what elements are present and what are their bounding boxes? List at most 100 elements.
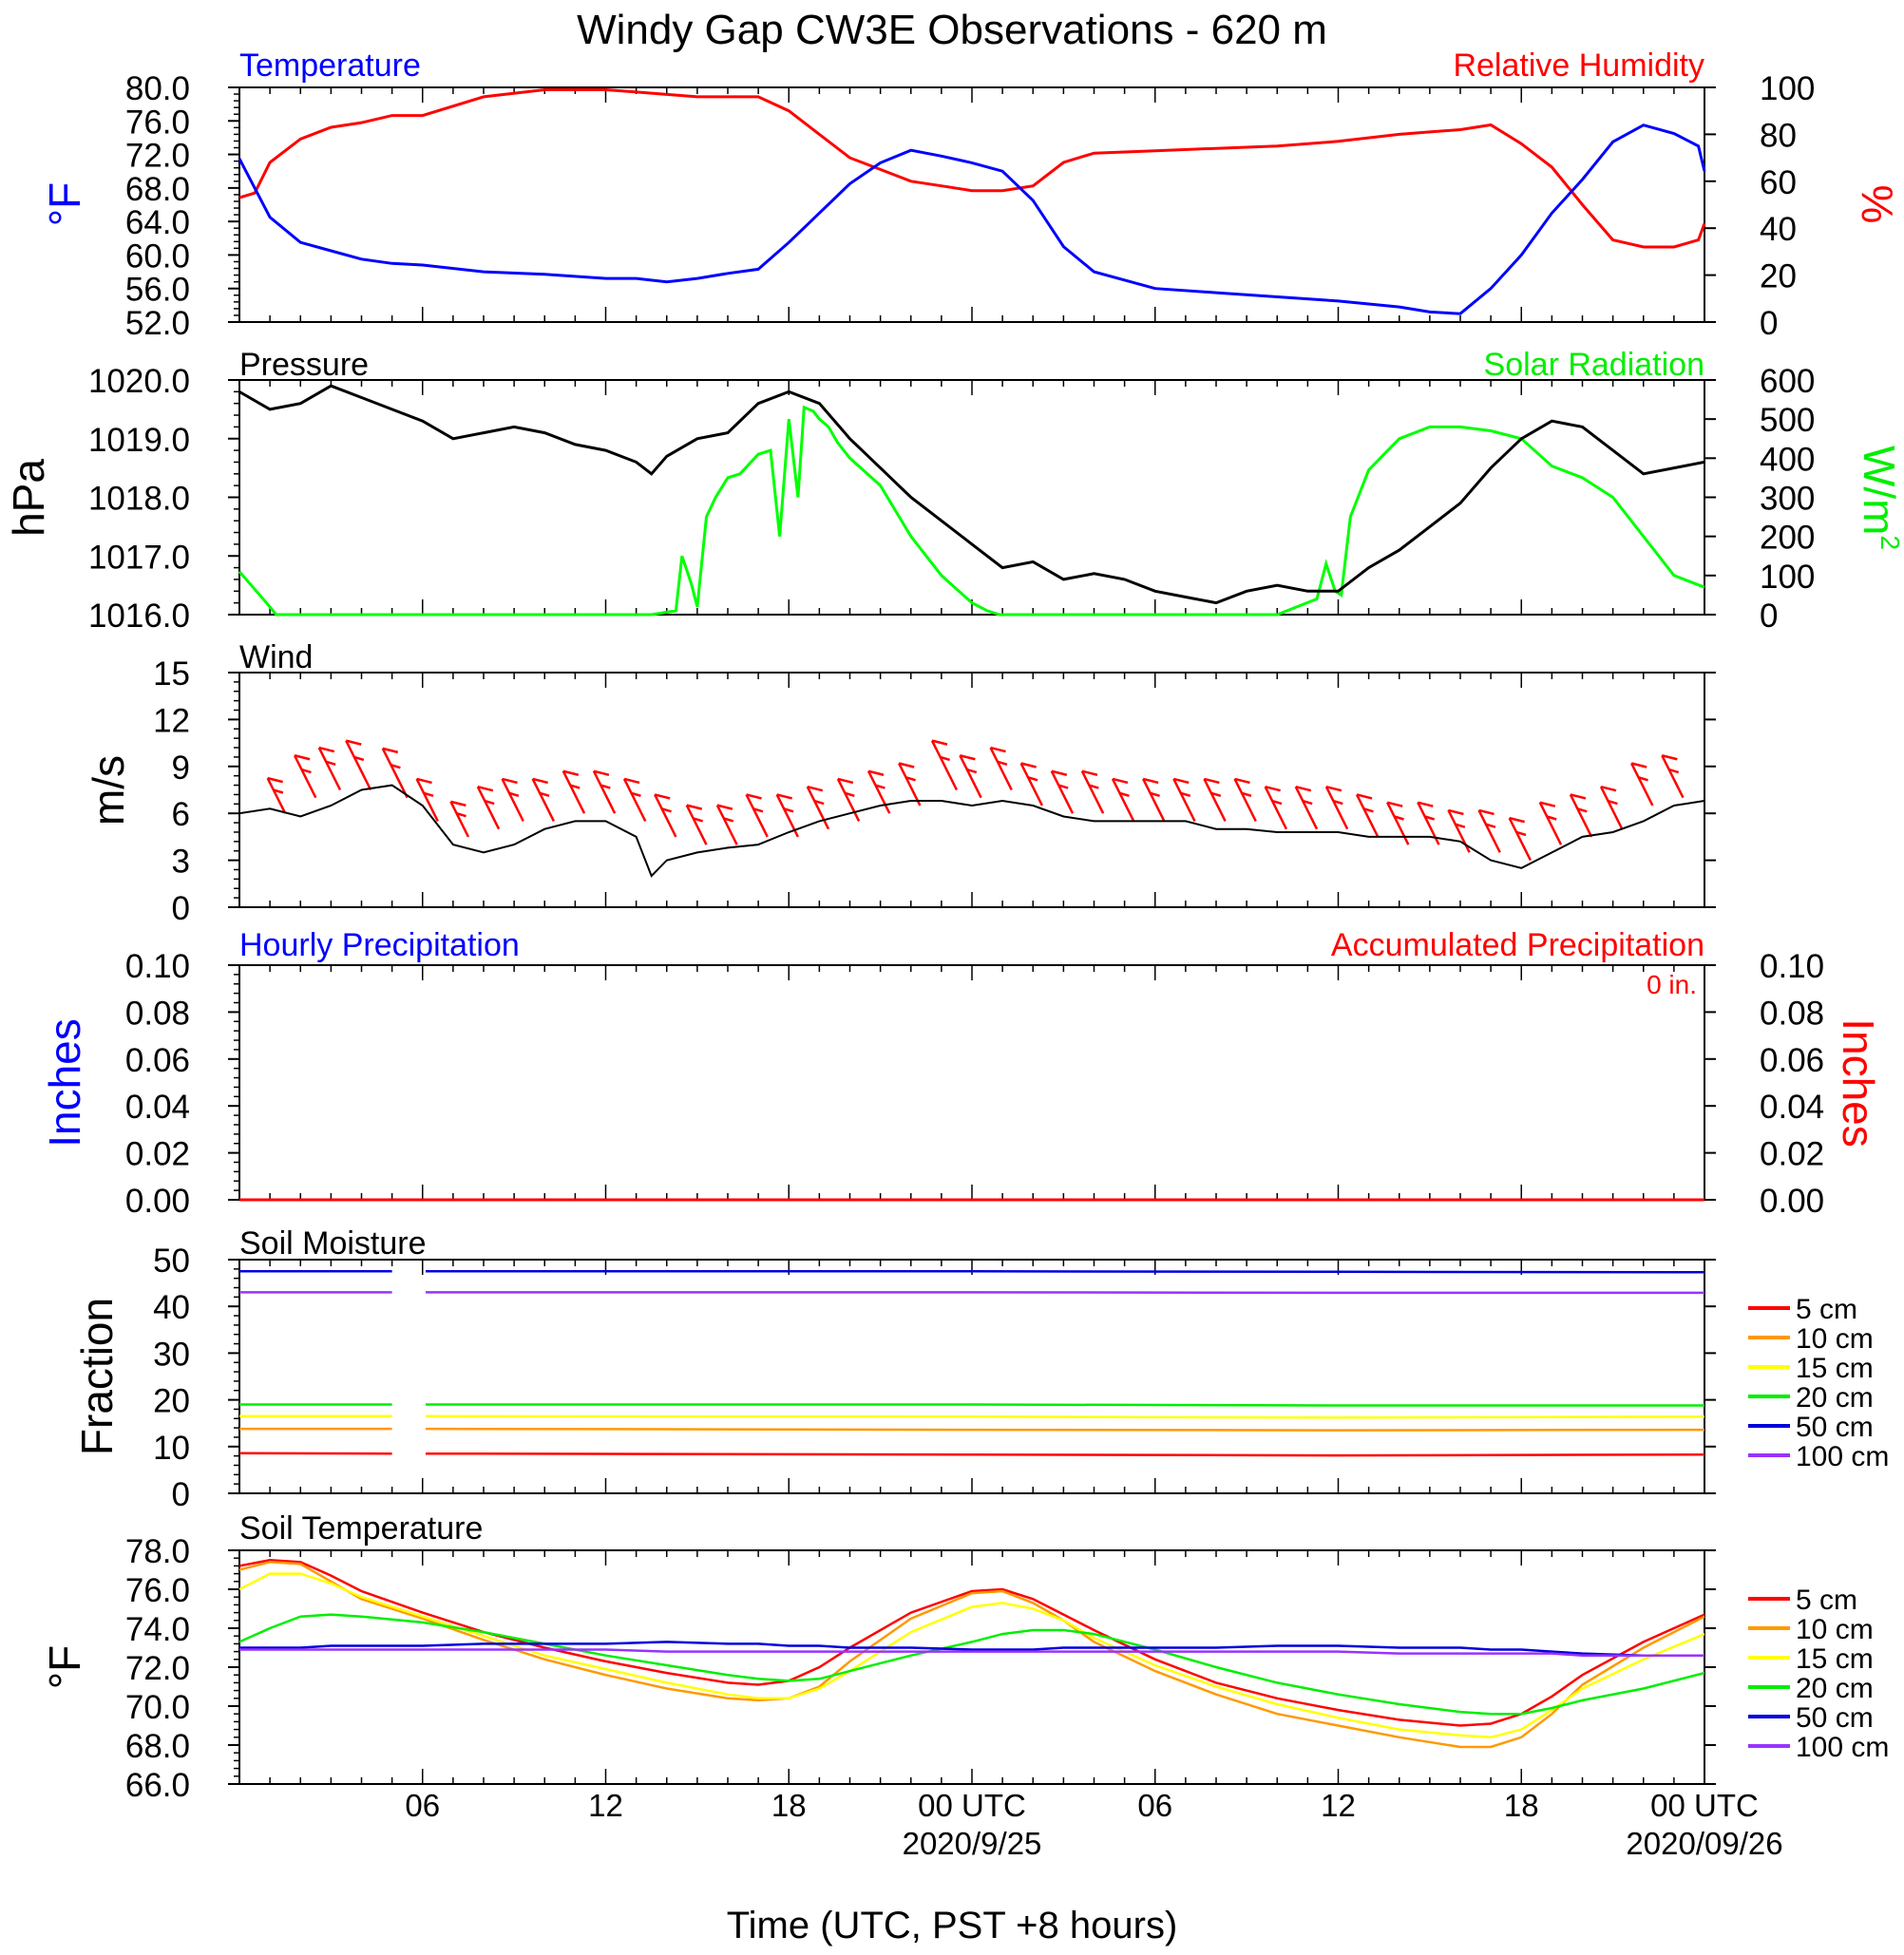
y-tick-label-right: 500: [1760, 402, 1815, 439]
wind-barb: [1630, 762, 1654, 807]
wind-barb: [1294, 785, 1319, 830]
legend-label: 5 cm: [1796, 1585, 1857, 1616]
y-tick-label-left: 66.0: [125, 1767, 190, 1804]
y-tick-label-right: 0.10: [1760, 948, 1824, 985]
y-tick-label-left: 1016.0: [88, 598, 190, 635]
y-tick-label-left: 78.0: [125, 1533, 190, 1570]
y-tick-label-left: 50: [153, 1243, 190, 1280]
wind-barb: [930, 739, 959, 791]
y-tick-label-left: 6: [172, 796, 190, 833]
wind-barb: [622, 777, 647, 822]
soil-moisture-line: [425, 1414, 1705, 1419]
pressure-solar-panel: Pressure Solar Radiation hPa W/m2 1020.0…: [4, 347, 1904, 635]
soil-moisture-line: [425, 1427, 1705, 1432]
y-tick-label-left: 0.06: [125, 1042, 190, 1079]
soil-moisture-axis-label: Fraction: [72, 1298, 122, 1455]
legend-label: 100 cm: [1796, 1441, 1889, 1472]
legend-label: 15 cm: [1796, 1353, 1874, 1384]
wind-barb: [685, 804, 708, 845]
wind-barb: [266, 776, 287, 814]
hourly-precip-axis-label: Inches: [40, 1018, 89, 1148]
legend-label: 20 cm: [1796, 1673, 1874, 1704]
y-tick-label-right: 60: [1760, 164, 1797, 201]
y-tick-label-right: 600: [1760, 363, 1815, 400]
y-tick-label-right: 20: [1760, 258, 1797, 295]
humidity-line: [238, 88, 1706, 249]
legend-label: 15 cm: [1796, 1643, 1874, 1675]
wind-barb: [449, 800, 470, 838]
hourly-precip-title: Hourly Precipitation: [239, 927, 520, 963]
wind-barb: [745, 793, 769, 838]
wind-axis-label: m/s: [84, 755, 133, 826]
plot-frame: [238, 86, 1705, 323]
y-tick-label-right: 0.00: [1760, 1183, 1824, 1220]
y-tick-label-left: 80.0: [125, 70, 190, 107]
legend-label: 100 cm: [1796, 1732, 1889, 1763]
y-tick-label-left: 9: [172, 750, 190, 787]
wind-barb: [531, 777, 556, 822]
y-tick-label-left: 0.04: [125, 1089, 190, 1126]
temperature-title: Temperature: [239, 47, 421, 84]
y-tick-label-left: 20: [153, 1383, 190, 1420]
y-tick-label-left: 68.0: [125, 1728, 190, 1765]
soil-temperature-line: [238, 1559, 1705, 1727]
x-tick-label: 12: [588, 1788, 623, 1823]
wind-barb: [715, 804, 738, 845]
x-tick-label: 06: [405, 1788, 440, 1823]
y-tick-label-left: 3: [172, 844, 190, 881]
y-tick-label-left: 68.0: [125, 171, 190, 208]
y-tick-label-left: 12: [153, 702, 190, 739]
y-tick-label-right: 0: [1760, 305, 1778, 342]
accum-precip-axis-label: Inches: [1834, 1018, 1883, 1148]
legend-label: 20 cm: [1796, 1382, 1874, 1414]
solar-axis-label: W/m2: [1855, 446, 1904, 550]
y-tick-label-left: 0: [172, 890, 190, 927]
wind-barb: [415, 777, 439, 822]
plot-frame: [238, 379, 1705, 616]
x-tick-label: 00 UTC: [918, 1788, 1026, 1823]
y-tick-label-left: 10: [153, 1430, 190, 1467]
x-tick-label: 00 UTC: [1650, 1788, 1759, 1823]
soil-moisture-line: [238, 1452, 392, 1455]
soil-moisture-line: [426, 1291, 1704, 1295]
y-tick-label-left: 70.0: [125, 1689, 190, 1726]
y-tick-label-right: 80: [1760, 117, 1797, 154]
soil-moisture-title: Soil Moisture: [239, 1225, 427, 1262]
soil-moisture-line: [426, 1270, 1705, 1274]
y-tick-label-right: 400: [1760, 441, 1815, 478]
y-tick-label-left: 0.02: [125, 1136, 190, 1173]
soil-temperature-line: [239, 1641, 1704, 1657]
wind-barb: [989, 746, 1013, 791]
y-tick-label-right: 0: [1760, 598, 1778, 635]
humidity-axis-label: %: [1853, 185, 1902, 224]
wind-barb: [806, 785, 830, 830]
soil-temperature-line: [239, 1648, 1704, 1657]
y-tick-label-left: 30: [153, 1336, 190, 1373]
y-tick-label-right: 0.08: [1760, 995, 1824, 1032]
legend-label: 50 cm: [1796, 1412, 1874, 1443]
wind-barb: [836, 777, 861, 822]
wind-barb: [1080, 769, 1105, 814]
wind-barb: [1599, 785, 1624, 830]
y-tick-label-left: 15: [153, 655, 190, 693]
pressure-title: Pressure: [239, 347, 369, 383]
wind-barb: [1355, 793, 1380, 838]
wind-barb: [1477, 808, 1501, 853]
y-tick-label-left: 76.0: [125, 104, 190, 141]
y-tick-label-left: 72.0: [125, 1650, 190, 1687]
soil-temperature-panel: Soil Temperature °F 78.076.074.072.070.0…: [40, 1510, 1716, 1804]
y-tick-label-right: 100: [1760, 559, 1815, 596]
wind-speed-line: [238, 784, 1705, 878]
wind-barb: [345, 739, 372, 791]
y-tick-label-left: 1020.0: [88, 363, 190, 400]
y-tick-label-left: 52.0: [125, 305, 190, 342]
y-tick-label-left: 1018.0: [88, 481, 190, 518]
wind-barb: [592, 769, 617, 814]
wind-barb: [866, 769, 891, 814]
x-tick-label: 12: [1321, 1788, 1356, 1823]
x-tick-label: 18: [771, 1788, 807, 1823]
y-tick-label-left: 0.10: [125, 948, 190, 985]
accum-precip-title: Accumulated Precipitation: [1331, 927, 1704, 963]
